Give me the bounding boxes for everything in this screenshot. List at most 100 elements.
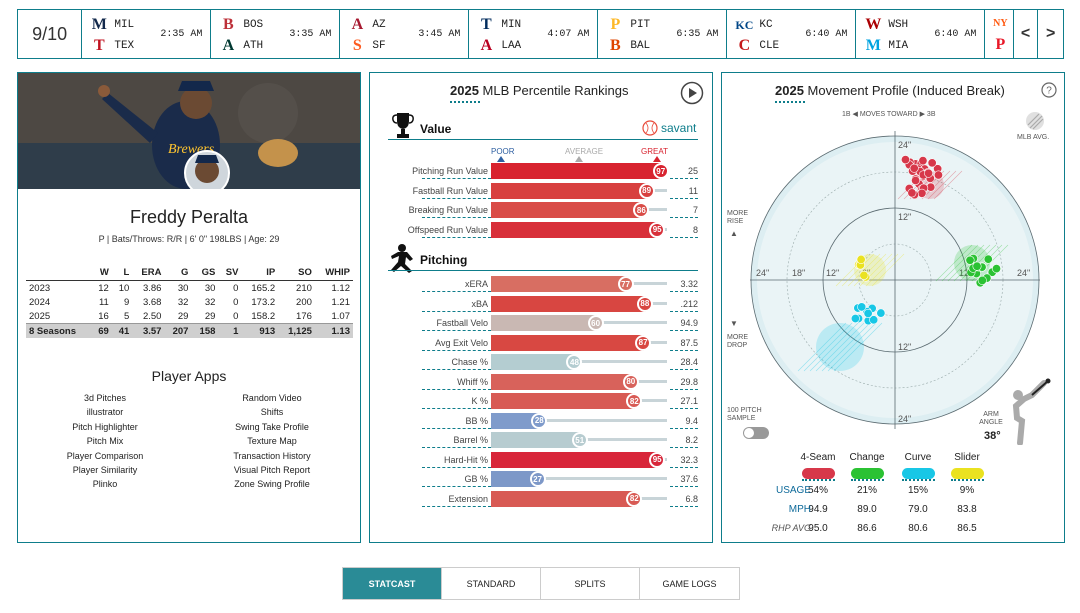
player-app-link[interactable]: Player Similarity — [72, 464, 138, 475]
percentile-bar[interactable] — [491, 276, 627, 292]
movement-title: 2025 Movement Profile (Induced Break) — [775, 83, 1005, 98]
sample-toggle[interactable] — [743, 427, 769, 439]
player-app-link[interactable]: Texture Map — [247, 436, 297, 447]
player-hero-image: Brewers — [18, 73, 360, 189]
stats-cell: 32 — [204, 296, 216, 308]
away-team-logo-icon: M — [91, 15, 107, 33]
pitch-dot — [924, 168, 934, 178]
pitch-rhp-avg: 86.6 — [857, 523, 877, 534]
player-app-link[interactable]: Swing Take Profile — [235, 421, 309, 432]
next-game-partial[interactable]: NY P — [985, 10, 1014, 58]
scoreboard-date[interactable]: 9/10 — [18, 10, 83, 58]
pitch-rhp-avg: 86.5 — [957, 523, 977, 534]
stats-col-header: L — [111, 265, 133, 281]
percentile-bar[interactable] — [491, 295, 646, 312]
metric-value: .212 — [680, 298, 698, 309]
game-time: 6:40 AM — [805, 29, 848, 40]
metric-label: Chase % — [451, 357, 488, 367]
percentile-bar[interactable] — [491, 432, 581, 448]
percentile-bar[interactable] — [491, 334, 645, 351]
away-team-abbr: MIL — [114, 18, 135, 31]
percentile-bar[interactable] — [491, 490, 636, 507]
away-team: KC KC — [735, 16, 772, 33]
percentile-bar[interactable] — [491, 471, 539, 487]
stats-cell: 1.21 — [331, 296, 351, 308]
pitch-dot — [977, 275, 987, 285]
hatch-line — [941, 244, 979, 282]
player-app-link[interactable]: Visual Pitch Report — [233, 464, 311, 475]
player-app-link[interactable]: Pitch Highlighter — [72, 421, 138, 432]
pitch-dot — [972, 261, 982, 271]
pitch-dot — [859, 270, 869, 280]
game-bos-ath[interactable]: B BOS A ATH 3:35 AM — [211, 10, 341, 58]
game-mil-tex[interactable]: M MIL T TEX 2:35 AM — [82, 10, 212, 58]
stats-col-header: ERA — [132, 265, 165, 281]
percentile-bar[interactable] — [491, 412, 541, 429]
pitch-dot — [857, 302, 867, 312]
stats-total-cell: 207 — [164, 323, 192, 338]
game-min-laa[interactable]: T MIN A LAA 4:07 AM — [469, 10, 599, 58]
stats-cell: 16 — [98, 310, 109, 322]
scale-markers — [497, 156, 661, 162]
mlb-avg-label: MLB AVG. — [1017, 134, 1050, 141]
player-app-link[interactable]: Plinko — [92, 479, 118, 490]
tab-splits[interactable]: SPLITS — [541, 568, 640, 599]
game-az-sf[interactable]: A AZ S SF 3:45 AM — [340, 10, 470, 58]
percentile-bar[interactable] — [491, 451, 659, 468]
hatch-line — [865, 253, 899, 287]
pitch-rhp-avg: 95.0 — [808, 523, 828, 534]
help-icon[interactable]: ? — [1041, 82, 1057, 98]
percentile-badge: 77 — [617, 276, 634, 292]
row-dashed-rule — [422, 486, 491, 487]
percentile-badge: 87 — [635, 334, 652, 351]
percentile-bar[interactable] — [491, 373, 632, 390]
play-icon[interactable] — [680, 81, 704, 105]
percentile-bar[interactable] — [491, 393, 636, 409]
pitch-mph: 94.9 — [808, 504, 828, 515]
player-app-link[interactable]: Transaction History — [233, 450, 311, 461]
more-rise-label: MORE RISE — [727, 210, 748, 225]
game-time: 6:40 AM — [934, 29, 977, 40]
tab-statcast[interactable]: STATCAST — [343, 568, 442, 599]
percentile-bar[interactable] — [491, 202, 643, 218]
pitch-dot — [909, 163, 919, 173]
game-kc-cle[interactable]: KC KC C CLE 6:40 AM — [727, 10, 857, 58]
player-app-link[interactable]: 3d Pitches — [83, 393, 127, 403]
scoreboard-next-button[interactable]: > — [1046, 25, 1056, 42]
player-app-link[interactable]: illustrator — [86, 407, 124, 418]
scoreboard-prev-button[interactable]: < — [1014, 10, 1039, 58]
percentile-bar[interactable] — [491, 354, 576, 370]
percentile-title: 2025 MLB Percentile Rankings — [450, 83, 629, 98]
hatch-line — [815, 322, 865, 372]
stats-cell: 32 — [177, 296, 189, 308]
player-app-link[interactable]: Shifts — [260, 407, 284, 418]
stats-cell: 12 — [98, 282, 109, 294]
percentile-bar[interactable] — [491, 182, 648, 199]
percentile-badge: 88 — [636, 295, 653, 312]
percentile-bar[interactable] — [491, 221, 659, 238]
player-app-link[interactable]: Random Video — [242, 393, 302, 403]
away-team: A AZ — [348, 16, 386, 33]
away-team: P PIT — [606, 16, 650, 33]
percentile-bar[interactable] — [491, 163, 662, 179]
ring-tick-label: 12" — [898, 342, 911, 352]
rhp-avg-row-label: RHP AVG — [771, 523, 811, 533]
tab-game-logs[interactable]: GAME LOGS — [640, 568, 739, 599]
hatch-line — [871, 253, 905, 287]
tab-standard[interactable]: STANDARD — [442, 568, 541, 599]
ring-tick-label: 12" — [959, 268, 972, 278]
game-pit-bal[interactable]: P PIT B BAL 6:35 AM — [598, 10, 728, 58]
stats-total-cell: 69 — [91, 323, 112, 338]
metric-label: Pitching Run Value — [412, 166, 488, 176]
game-time: 3:45 AM — [418, 29, 461, 40]
game-wsh-mia[interactable]: W WSH M MIA 6:40 AM — [856, 10, 986, 58]
player-app-link[interactable]: Player Comparison — [66, 450, 144, 461]
stats-cell: 30 — [204, 282, 216, 294]
stats-total-cell: 1,125 — [278, 323, 315, 338]
player-app-link[interactable]: Pitch Mix — [86, 436, 124, 447]
game-time: 3:35 AM — [289, 29, 332, 40]
pitch-type-name: Slider — [954, 452, 980, 463]
more-drop-arrow-icon: ▼ — [730, 319, 738, 328]
player-app-link[interactable]: Zone Swing Profile — [234, 479, 310, 490]
percentile-bar[interactable] — [491, 315, 597, 331]
